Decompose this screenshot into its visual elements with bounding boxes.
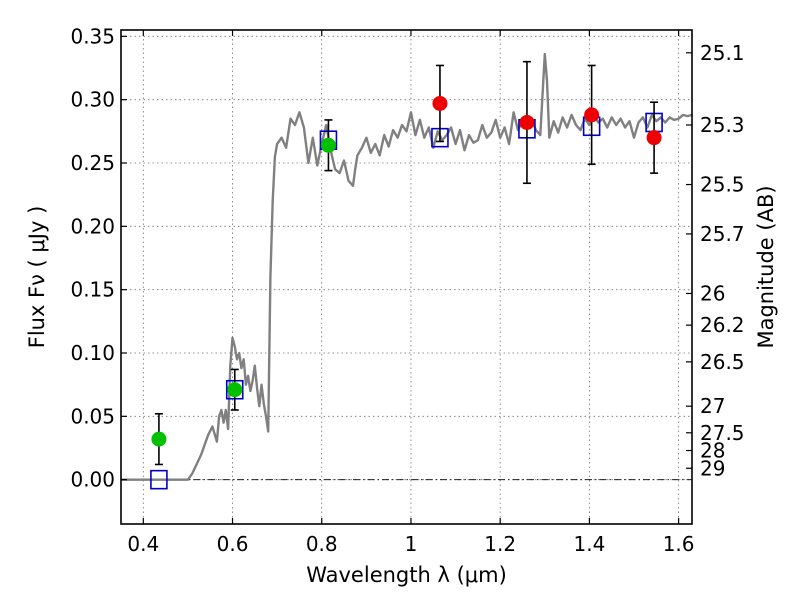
data-point (584, 107, 600, 123)
x-tick-label: 0.4 (127, 532, 159, 556)
grid-lines (121, 30, 692, 524)
x-tick-label: 1.4 (573, 532, 605, 556)
axis-ticks: 0.4 0.6 0.8 1 1.2 1.4 1.6 0.00 0.05 0.10 0.15 0.20 0… (70, 24, 744, 556)
x-tick-label: 1.2 (484, 532, 516, 556)
spectrum-line (121, 52, 693, 481)
y-tick-label: 0.00 (70, 468, 115, 492)
right-tick-label: 27.5 (700, 421, 745, 445)
right-axis-title: Magnitude (AB) (754, 185, 778, 348)
y-tick-label: 0.15 (70, 278, 115, 302)
right-tick-label: 26.2 (700, 313, 745, 337)
y-tick-label: 0.05 (70, 404, 115, 428)
x-axis-title: Wavelength λ (μm) (306, 563, 507, 587)
y-axis-title: Flux Fν ( μJy ) (25, 206, 49, 349)
plot-frame (120, 29, 693, 525)
x-tick-label: 1 (405, 532, 418, 556)
right-tick-label: 25.3 (700, 113, 745, 137)
x-tick-label: 0.8 (306, 532, 338, 556)
data-point (646, 130, 662, 146)
y-tick-label: 0.25 (70, 151, 115, 175)
right-tick-label: 29 (700, 456, 725, 480)
right-tick-label: 25.7 (700, 222, 745, 246)
data-point (432, 95, 448, 111)
plot-area (121, 52, 693, 490)
right-tick-label: 27 (700, 394, 725, 418)
data-point (320, 137, 336, 153)
right-tick-label: 25.1 (700, 41, 745, 65)
y-tick-label: 0.10 (70, 341, 115, 365)
right-tick-label: 28 (700, 439, 725, 463)
data-point (519, 114, 535, 130)
data-point (151, 431, 167, 447)
data-point (227, 382, 243, 398)
x-tick-label: 0.6 (217, 532, 249, 556)
right-tick-label: 26.5 (700, 350, 745, 374)
right-tick-label: 26 (700, 281, 725, 305)
y-tick-label: 0.35 (70, 24, 115, 48)
x-tick-label: 1.6 (663, 532, 695, 556)
right-tick-label: 25.5 (700, 173, 745, 197)
model-square-marker (150, 469, 168, 490)
y-tick-label: 0.20 (70, 214, 115, 238)
y-tick-label: 0.30 (70, 88, 115, 112)
